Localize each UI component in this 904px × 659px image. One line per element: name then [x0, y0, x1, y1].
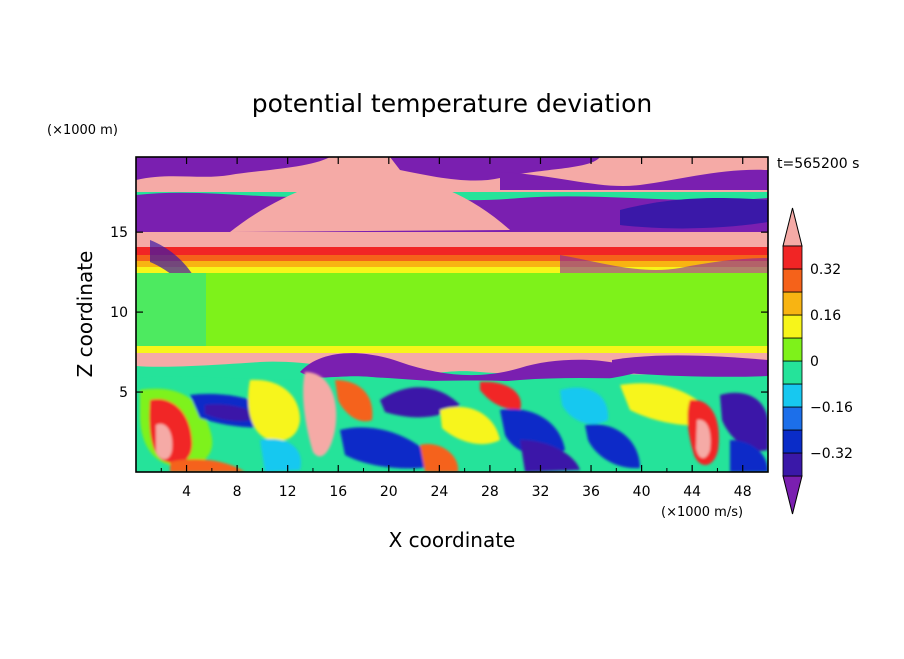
time-label: t=565200 s [777, 156, 859, 172]
eddy-16-blue [730, 440, 768, 472]
top-band-negative-3 [500, 169, 768, 190]
mid-level-layer [136, 273, 768, 353]
plume-pink [303, 372, 337, 457]
colorbar-swatch [782, 452, 803, 477]
colorbar-swatch [782, 245, 803, 270]
colorbar-swatch [782, 383, 803, 408]
x-tick-label: 28 [481, 484, 499, 500]
eddy-15-dark [720, 392, 768, 451]
mid-level-left-teal [136, 273, 206, 353]
chart-title: potential temperature deviation [252, 89, 652, 118]
tropopause-red [136, 247, 768, 255]
tropopause-yellow [136, 267, 768, 273]
top-band-negative-1 [136, 157, 330, 180]
eddy-11-cyan [560, 387, 609, 425]
negative-intrusion [300, 353, 640, 384]
x-tick-label: 40 [633, 484, 651, 500]
eddy-8-red [480, 381, 521, 410]
colorbar-swatch [782, 337, 803, 362]
colorbar-swatch [782, 268, 803, 293]
colorbar-swatch [782, 291, 803, 316]
colorbar-bottom-arrow [782, 475, 803, 515]
y-unit-label: (×1000 m) [47, 123, 118, 138]
x-tick-label: 4 [182, 484, 191, 500]
x-tick-label: 20 [380, 484, 398, 500]
lower-turbulence [140, 372, 768, 472]
eddy-14-pink [696, 419, 711, 459]
x-tick-label: 24 [430, 484, 448, 500]
plot-field [136, 157, 768, 472]
eddy-7-yellow [440, 406, 500, 445]
x-tick-label: 12 [279, 484, 297, 500]
x-tick-label: 44 [683, 484, 701, 500]
x-tick-label: 48 [734, 484, 752, 500]
x-tick-label: 32 [532, 484, 550, 500]
mid-yellow-edge [136, 346, 768, 353]
eddy-12-blue [585, 424, 640, 469]
colorbar-swatch [782, 314, 803, 339]
colorbar-swatch [782, 360, 803, 385]
y-tick-label: 5 [119, 385, 128, 401]
x-axis-ticks: 4 8 12 16 20 24 28 32 36 40 44 48 [160, 157, 752, 500]
colorbar: 0.32 0.16 0 −0.16 −0.32 [782, 207, 853, 515]
y-tick-label: 15 [110, 225, 128, 241]
x-axis-label: X coordinate [389, 528, 516, 552]
eddy-17-orange [170, 459, 245, 472]
plot-frame [135, 156, 769, 473]
eddy-19-orange [420, 444, 459, 472]
colorbar-label: 0 [810, 354, 819, 370]
eddy-3-yellow [248, 379, 300, 441]
y-tick-label: 10 [110, 305, 128, 321]
eddy-2-dark [205, 404, 262, 421]
eddy-6-dark [380, 387, 460, 418]
eddy-1-pink [156, 423, 173, 460]
tropopause-orange [136, 255, 768, 261]
x-unit-label: (×1000 m/s) [661, 505, 743, 520]
y-axis-label: Z coordinate [73, 251, 97, 378]
x-tick-label: 8 [233, 484, 242, 500]
eddy-4-orange [335, 380, 373, 422]
eddy-5-blue [340, 427, 440, 469]
colorbar-label: −0.32 [810, 446, 853, 462]
colorbar-label: 0.16 [810, 308, 841, 324]
x-tick-label: 16 [329, 484, 347, 500]
colorbar-top-arrow [782, 207, 803, 247]
upper-positive-plume [230, 174, 510, 232]
tropopause-negative-intrusion [560, 255, 768, 275]
right-negative-intrusion [612, 355, 768, 377]
x-tick-label: 36 [582, 484, 600, 500]
colorbar-swatch [782, 406, 803, 431]
eddy-9-blue [500, 409, 565, 456]
colorbar-label: 0.32 [810, 262, 841, 278]
tropopause-amber [136, 261, 768, 267]
top-band-negative-2 [390, 157, 600, 181]
colorbar-label: −0.16 [810, 400, 853, 416]
upper-dark-patch [620, 198, 768, 229]
colorbar-swatch [782, 429, 803, 454]
eddy-18-cyan [260, 439, 301, 472]
tropopause-pink [136, 232, 768, 250]
y-axis-ticks: 5 10 15 [110, 225, 768, 401]
eddy-10-dark [520, 440, 580, 472]
